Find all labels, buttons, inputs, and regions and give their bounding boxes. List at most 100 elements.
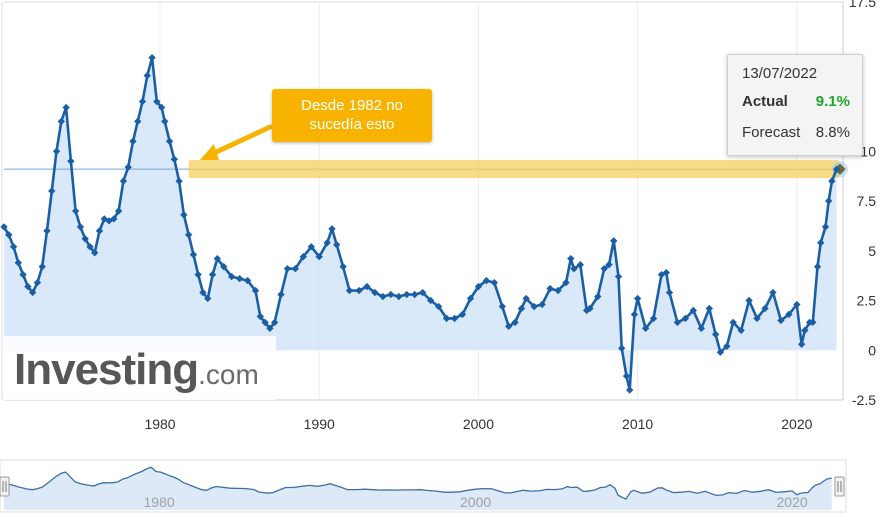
annotation-line-2: sucedía esto: [309, 116, 395, 133]
data-point: [697, 324, 706, 333]
data-point: [649, 314, 658, 323]
y-axis-ticks: -2.5 0 2.5 5 7.5 10 17.5: [849, 0, 876, 408]
data-point: [498, 302, 507, 311]
logo-domain: .com: [198, 359, 259, 390]
data-point: [662, 268, 670, 277]
data-point: [124, 163, 132, 171]
data-point: [220, 263, 228, 271]
data-point: [562, 278, 570, 287]
navigator-area: [4, 467, 832, 510]
data-point: [266, 324, 274, 333]
data-point: [328, 225, 336, 233]
data-point: [165, 137, 174, 145]
data-point: [761, 304, 769, 313]
highlight-level: [4, 160, 848, 179]
data-point: [48, 187, 56, 195]
navigator: 1980 2000 2020: [0, 459, 847, 513]
data-point: [387, 290, 395, 299]
data-point: [153, 97, 161, 106]
y-tick-label: 17.5: [849, 0, 876, 10]
data-point: [403, 290, 411, 299]
data-point: [793, 300, 801, 309]
data-point: [76, 223, 85, 231]
data-point: [24, 282, 32, 291]
x-tick-label: 1990: [304, 416, 335, 432]
y-tick-label: 7.5: [857, 193, 877, 209]
data-point: [33, 278, 42, 287]
arrow-head: [200, 144, 219, 160]
data-point: [586, 304, 594, 313]
data-point: [261, 318, 269, 327]
series-area: [4, 57, 837, 391]
data-point: [379, 292, 387, 301]
data-point: [665, 288, 674, 297]
data-point: [626, 386, 634, 394]
data-point: [62, 103, 70, 112]
data-point: [161, 117, 169, 126]
data-point: [769, 288, 777, 297]
tooltip-date: 13/07/2022: [742, 65, 818, 82]
data-point: [633, 294, 642, 303]
data-point: [474, 282, 483, 291]
data-point: [538, 300, 546, 309]
data-point: [184, 231, 193, 239]
data-point: [600, 264, 608, 273]
data-point: [277, 290, 285, 299]
x-tick-label: 2020: [781, 416, 812, 432]
annotation-arrow: [200, 124, 273, 160]
navigator-line: [3, 466, 832, 500]
y-tick-label: 2.5: [857, 293, 877, 309]
data-point: [345, 286, 354, 295]
data-point: [618, 344, 626, 352]
navigator-handle-right[interactable]: [834, 476, 845, 497]
data-point: [307, 243, 315, 251]
data-point: [208, 270, 217, 279]
data-point: [213, 255, 221, 263]
data-point: [323, 239, 331, 247]
data-point: [291, 265, 300, 273]
data-point: [753, 314, 761, 323]
tooltip-forecast-label: Forecast: [742, 124, 801, 141]
data-point: [705, 304, 713, 313]
data-point: [689, 306, 697, 315]
navigator-handle-left[interactable]: [0, 476, 10, 497]
data-point: [189, 251, 198, 259]
data-point: [745, 296, 753, 305]
x-tick-label: 2010: [622, 416, 653, 432]
data-point: [426, 296, 435, 305]
data-point: [785, 310, 793, 319]
data-point: [395, 292, 403, 301]
data-point: [19, 270, 27, 279]
data-point: [777, 316, 785, 325]
data-point: [14, 259, 23, 267]
annotation-callout: Desde 1982 no sucedía esto: [272, 89, 432, 142]
data-point: [490, 278, 499, 287]
data-point: [434, 302, 443, 311]
data-point: [363, 282, 371, 291]
highlight-bar: [188, 160, 839, 179]
data-point: [482, 276, 491, 285]
data-point: [110, 215, 118, 223]
data-point: [283, 264, 292, 273]
data-point: [570, 265, 578, 273]
y-tick-label: -2.5: [852, 392, 876, 408]
data-point: [530, 302, 538, 311]
data-point: [256, 312, 264, 321]
data-point: [801, 326, 809, 335]
data-point: [81, 235, 89, 243]
data-point: [716, 348, 725, 356]
data-point: [797, 340, 806, 348]
data-point: [339, 263, 347, 271]
data-point: [371, 288, 379, 297]
data-point: [333, 241, 341, 249]
tooltip-actual-label: Actual: [742, 93, 788, 110]
data-point: [91, 249, 99, 257]
data-point: [610, 237, 618, 245]
data-point: [594, 292, 602, 301]
tooltip-actual-value: 9.1%: [815, 93, 850, 110]
navigator-label: 1980: [144, 494, 175, 510]
data-point: [825, 197, 833, 205]
data-point: [299, 253, 307, 261]
investing-logo: Investing.com: [14, 345, 259, 395]
